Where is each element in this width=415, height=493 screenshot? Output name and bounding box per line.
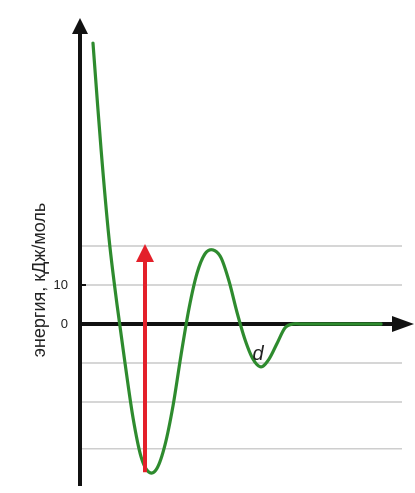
y-tick-label-10: 10 — [54, 277, 68, 292]
y-axis-arrowhead — [72, 18, 88, 34]
x-axis-arrowhead — [392, 316, 414, 332]
arrow-head — [136, 244, 154, 262]
axes: 10 0 — [54, 18, 414, 486]
potential-curve — [91, 41, 383, 475]
gridlines — [80, 245, 402, 450]
y-tick-label-0: 0 — [61, 316, 68, 331]
y-axis-label: энергия, кДж/моль — [29, 203, 49, 358]
x-axis-label: d — [252, 343, 264, 365]
labels: энергия, кДж/моль d — [29, 203, 264, 365]
series-group — [91, 41, 383, 475]
energy-arrow — [136, 244, 154, 473]
